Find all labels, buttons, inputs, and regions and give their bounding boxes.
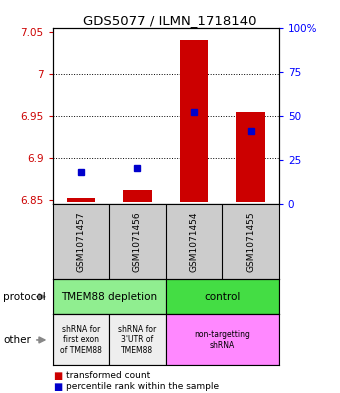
Bar bbox=[53, 279, 166, 314]
Text: GSM1071455: GSM1071455 bbox=[246, 211, 255, 272]
Text: GSM1071457: GSM1071457 bbox=[76, 211, 85, 272]
Text: percentile rank within the sample: percentile rank within the sample bbox=[66, 382, 219, 391]
Bar bbox=[123, 190, 152, 202]
Bar bbox=[67, 198, 95, 202]
Text: ■: ■ bbox=[53, 382, 62, 392]
Text: non-targetting
shRNA: non-targetting shRNA bbox=[194, 330, 250, 350]
Bar bbox=[236, 112, 265, 202]
Bar bbox=[166, 279, 279, 314]
Text: control: control bbox=[204, 292, 240, 302]
Text: protocol: protocol bbox=[3, 292, 46, 302]
Text: shRNA for
first exon
of TMEM88: shRNA for first exon of TMEM88 bbox=[60, 325, 102, 355]
Text: transformed count: transformed count bbox=[66, 371, 151, 380]
Text: other: other bbox=[3, 335, 31, 345]
Text: TMEM88 depletion: TMEM88 depletion bbox=[61, 292, 157, 302]
Text: GDS5077 / ILMN_1718140: GDS5077 / ILMN_1718140 bbox=[83, 14, 257, 27]
Bar bbox=[109, 314, 166, 365]
Text: ■: ■ bbox=[53, 371, 62, 381]
Bar bbox=[166, 314, 279, 365]
Text: shRNA for
3'UTR of
TMEM88: shRNA for 3'UTR of TMEM88 bbox=[118, 325, 157, 355]
Text: GSM1071456: GSM1071456 bbox=[133, 211, 142, 272]
Text: GSM1071454: GSM1071454 bbox=[189, 211, 199, 272]
Bar bbox=[53, 314, 109, 365]
Bar bbox=[180, 40, 208, 202]
